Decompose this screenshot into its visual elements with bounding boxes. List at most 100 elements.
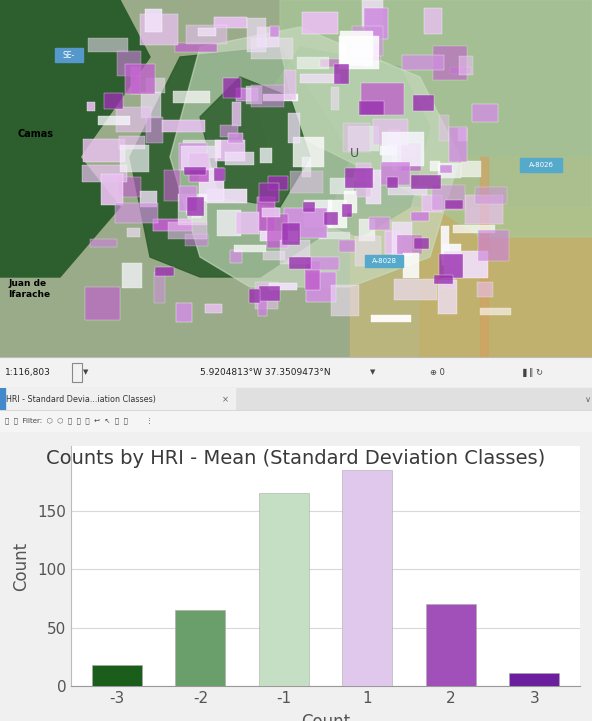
Bar (411, 175, 441, 190)
Bar (175, 610, 226, 686)
Text: 5.9204813°W 37.3509473°N: 5.9204813°W 37.3509473°N (200, 368, 330, 377)
Bar (394, 279, 437, 300)
Bar (432, 185, 465, 210)
Bar (392, 136, 401, 170)
Bar (442, 244, 461, 265)
Y-axis label: Count: Count (12, 541, 30, 591)
Bar (364, 8, 388, 40)
Bar (284, 70, 296, 100)
Bar (131, 67, 140, 94)
Bar (397, 236, 422, 254)
Bar (284, 208, 327, 238)
Bar (381, 162, 410, 185)
Bar (259, 286, 279, 301)
Bar (404, 252, 419, 278)
Bar (55, 48, 83, 62)
Bar (83, 138, 126, 162)
Bar (440, 165, 452, 173)
Bar (422, 195, 442, 211)
Bar (104, 93, 123, 109)
Bar (297, 56, 329, 69)
Bar (256, 27, 279, 47)
Bar (85, 287, 120, 319)
Bar (175, 43, 217, 52)
Bar (226, 152, 255, 165)
Bar (263, 94, 298, 101)
Bar (340, 32, 373, 66)
Bar (439, 115, 449, 141)
Bar (236, 212, 259, 234)
Bar (255, 282, 278, 309)
Polygon shape (170, 27, 460, 287)
Bar (101, 174, 123, 205)
Bar (270, 27, 279, 37)
Bar (257, 198, 275, 231)
Bar (306, 257, 339, 270)
Bar (186, 25, 227, 44)
Bar (260, 231, 298, 241)
Bar (388, 187, 427, 195)
Bar (343, 123, 370, 151)
Bar (72, 363, 82, 382)
Bar (330, 177, 354, 195)
Bar (153, 272, 165, 303)
Bar (365, 255, 403, 267)
Bar (324, 212, 338, 225)
Bar (116, 107, 151, 133)
X-axis label: Count: Count (301, 713, 350, 721)
Bar (0, 388, 235, 410)
Bar (236, 87, 258, 100)
Bar (371, 314, 411, 322)
Bar (339, 240, 355, 252)
Bar (382, 133, 424, 166)
Polygon shape (260, 47, 430, 237)
Bar (178, 194, 207, 226)
Bar (247, 18, 266, 52)
Bar (352, 26, 383, 56)
Bar (465, 195, 503, 224)
Bar (342, 204, 352, 217)
Bar (397, 143, 421, 172)
Bar (305, 261, 320, 291)
Bar (420, 157, 592, 357)
Bar (320, 59, 365, 67)
Text: 🗒  📊  Filter:  ⬡  ⬡  ⬛  ⬛  ⬛  ↩  ↖  🔍  ⤢        ⋮: 🗒 📊 Filter: ⬡ ⬡ ⬛ ⬛ ⬛ ↩ ↖ 🔍 ⤢ ⋮ (5, 417, 153, 425)
Bar (345, 168, 373, 188)
Bar (438, 280, 457, 314)
Text: ▼: ▼ (83, 369, 88, 376)
Bar (115, 203, 158, 223)
Bar (411, 212, 429, 221)
Bar (477, 282, 493, 297)
Bar (214, 17, 247, 28)
Bar (220, 125, 237, 136)
Text: Counts by HRI - Mean (Standard Deviation Classes): Counts by HRI - Mean (Standard Deviation… (46, 448, 546, 467)
Bar (478, 231, 509, 261)
Bar (303, 203, 315, 212)
Bar (439, 254, 463, 278)
Bar (334, 64, 349, 84)
Bar (359, 101, 384, 115)
Bar (126, 64, 155, 94)
Text: Camas: Camas (18, 129, 54, 139)
Text: SE-: SE- (63, 50, 75, 60)
Bar (260, 148, 272, 163)
Bar (356, 163, 371, 197)
Bar (127, 228, 140, 236)
Text: ▐ ‖ ↻: ▐ ‖ ↻ (520, 368, 543, 377)
Bar (342, 470, 392, 686)
Bar (259, 183, 279, 202)
Bar (98, 116, 130, 125)
Bar (141, 92, 161, 118)
Bar (369, 218, 390, 230)
Bar (437, 163, 461, 178)
Bar (303, 157, 311, 177)
Bar (387, 177, 398, 187)
Bar (413, 94, 433, 111)
Polygon shape (0, 0, 150, 277)
Bar (509, 673, 559, 686)
Bar (345, 191, 358, 213)
Bar (328, 200, 348, 229)
Bar (290, 171, 323, 193)
Bar (426, 604, 476, 686)
Bar (179, 143, 207, 169)
